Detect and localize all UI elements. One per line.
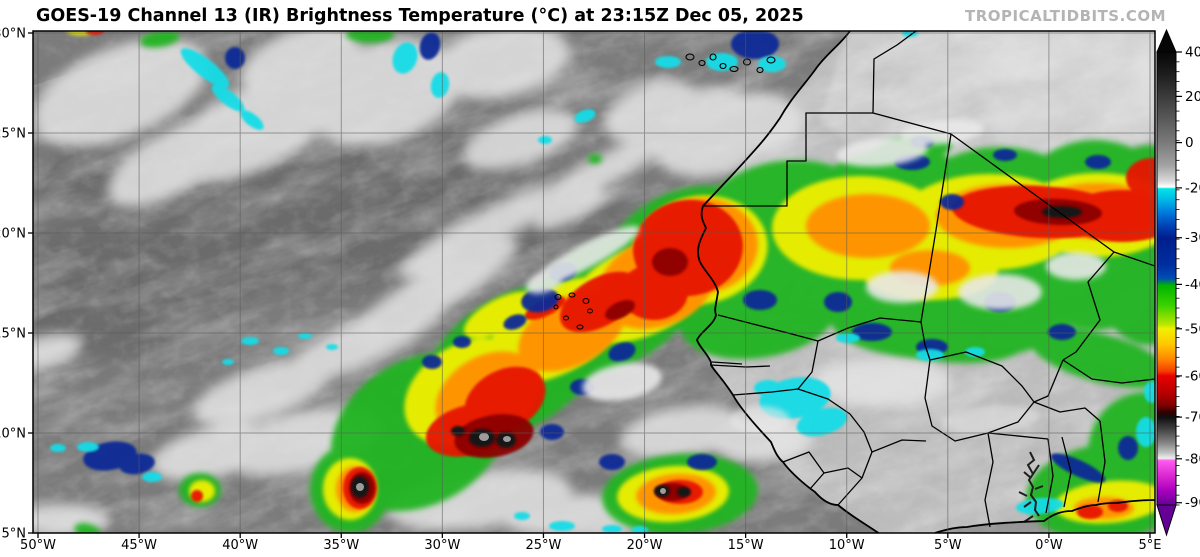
lon-tick-label: 40°W — [222, 538, 258, 553]
colorbar-tick-label: -30 — [1185, 230, 1200, 246]
colorbar: 40 20 0 -20 -30 -40 -50 -60 -70 -80 -90 — [1156, 28, 1200, 537]
graticule — [33, 31, 1155, 533]
lon-tick-label: 35°W — [323, 538, 359, 553]
colorbar-tick-label: -80 — [1185, 451, 1200, 467]
colorbar-ticks — [1176, 51, 1182, 506]
cape-verde-islands — [553, 292, 593, 330]
lat-tick-label: 15°N — [0, 327, 26, 342]
colorbar-tick-label: 0 — [1185, 135, 1194, 151]
colorbar-tick-label: -20 — [1185, 180, 1200, 196]
latitude-labels: 30°N 25°N 20°N 15°N 10°N 5°N — [0, 27, 26, 542]
lon-tick-label: 50°W — [20, 538, 56, 553]
colorbar-tick-label: -50 — [1185, 321, 1200, 337]
lat-tick-label: 5°N — [2, 527, 27, 542]
colorbar-tick-label: -70 — [1185, 410, 1200, 426]
lon-tick-label: 30°W — [424, 538, 460, 553]
axis-ticks — [28, 32, 1151, 538]
colorbar-gradient — [1156, 51, 1177, 506]
lon-tick-label: 45°W — [121, 538, 157, 553]
colorbar-tick-label: -60 — [1185, 368, 1200, 384]
lat-tick-label: 20°N — [0, 227, 26, 242]
colorbar-tick-label: 20 — [1185, 89, 1200, 105]
colorbar-tick-label: -40 — [1185, 277, 1200, 293]
lat-tick-label: 30°N — [0, 27, 26, 42]
colorbar-arrow-bottom — [1156, 504, 1177, 537]
coastline — [696, 31, 1155, 533]
lat-tick-label: 25°N — [0, 127, 26, 142]
colorbar-tick-label: -90 — [1185, 495, 1200, 511]
canary-islands — [685, 53, 776, 74]
cyan-cloud-patches — [50, 31, 1155, 533]
white-cloud-decks — [33, 31, 1155, 533]
overshooting-top-gray-specks — [356, 433, 666, 494]
plot-frame — [32, 30, 1156, 534]
colorbar-arrow-top — [1156, 28, 1177, 53]
lon-tick-label: 5°E — [1138, 538, 1161, 553]
page-title: GOES-19 Channel 13 (IR) Brightness Tempe… — [36, 6, 804, 26]
lon-tick-label: 0°W — [1035, 538, 1063, 553]
lon-tick-label: 25°W — [525, 538, 561, 553]
lon-tick-label: 20°W — [627, 538, 663, 553]
lon-tick-label: 15°W — [728, 538, 764, 553]
lake-volta — [1018, 451, 1044, 523]
lat-tick-label: 10°N — [0, 427, 26, 442]
lon-tick-label: 5°W — [934, 538, 962, 553]
lon-tick-label: 10°W — [829, 538, 865, 553]
watermark: TROPICALTIDBITS.COM — [965, 7, 1166, 25]
colorbar-tick-label: 40 — [1185, 45, 1200, 61]
longitude-labels: 50°W 45°W 40°W 35°W 30°W 25°W 20°W 15°W 10°W 5°W 0… — [20, 538, 1161, 553]
country-borders — [703, 31, 1155, 528]
colorbar-labels: 40 20 0 -20 -30 -40 -50 -60 -70 -80 -90 — [1185, 45, 1200, 512]
